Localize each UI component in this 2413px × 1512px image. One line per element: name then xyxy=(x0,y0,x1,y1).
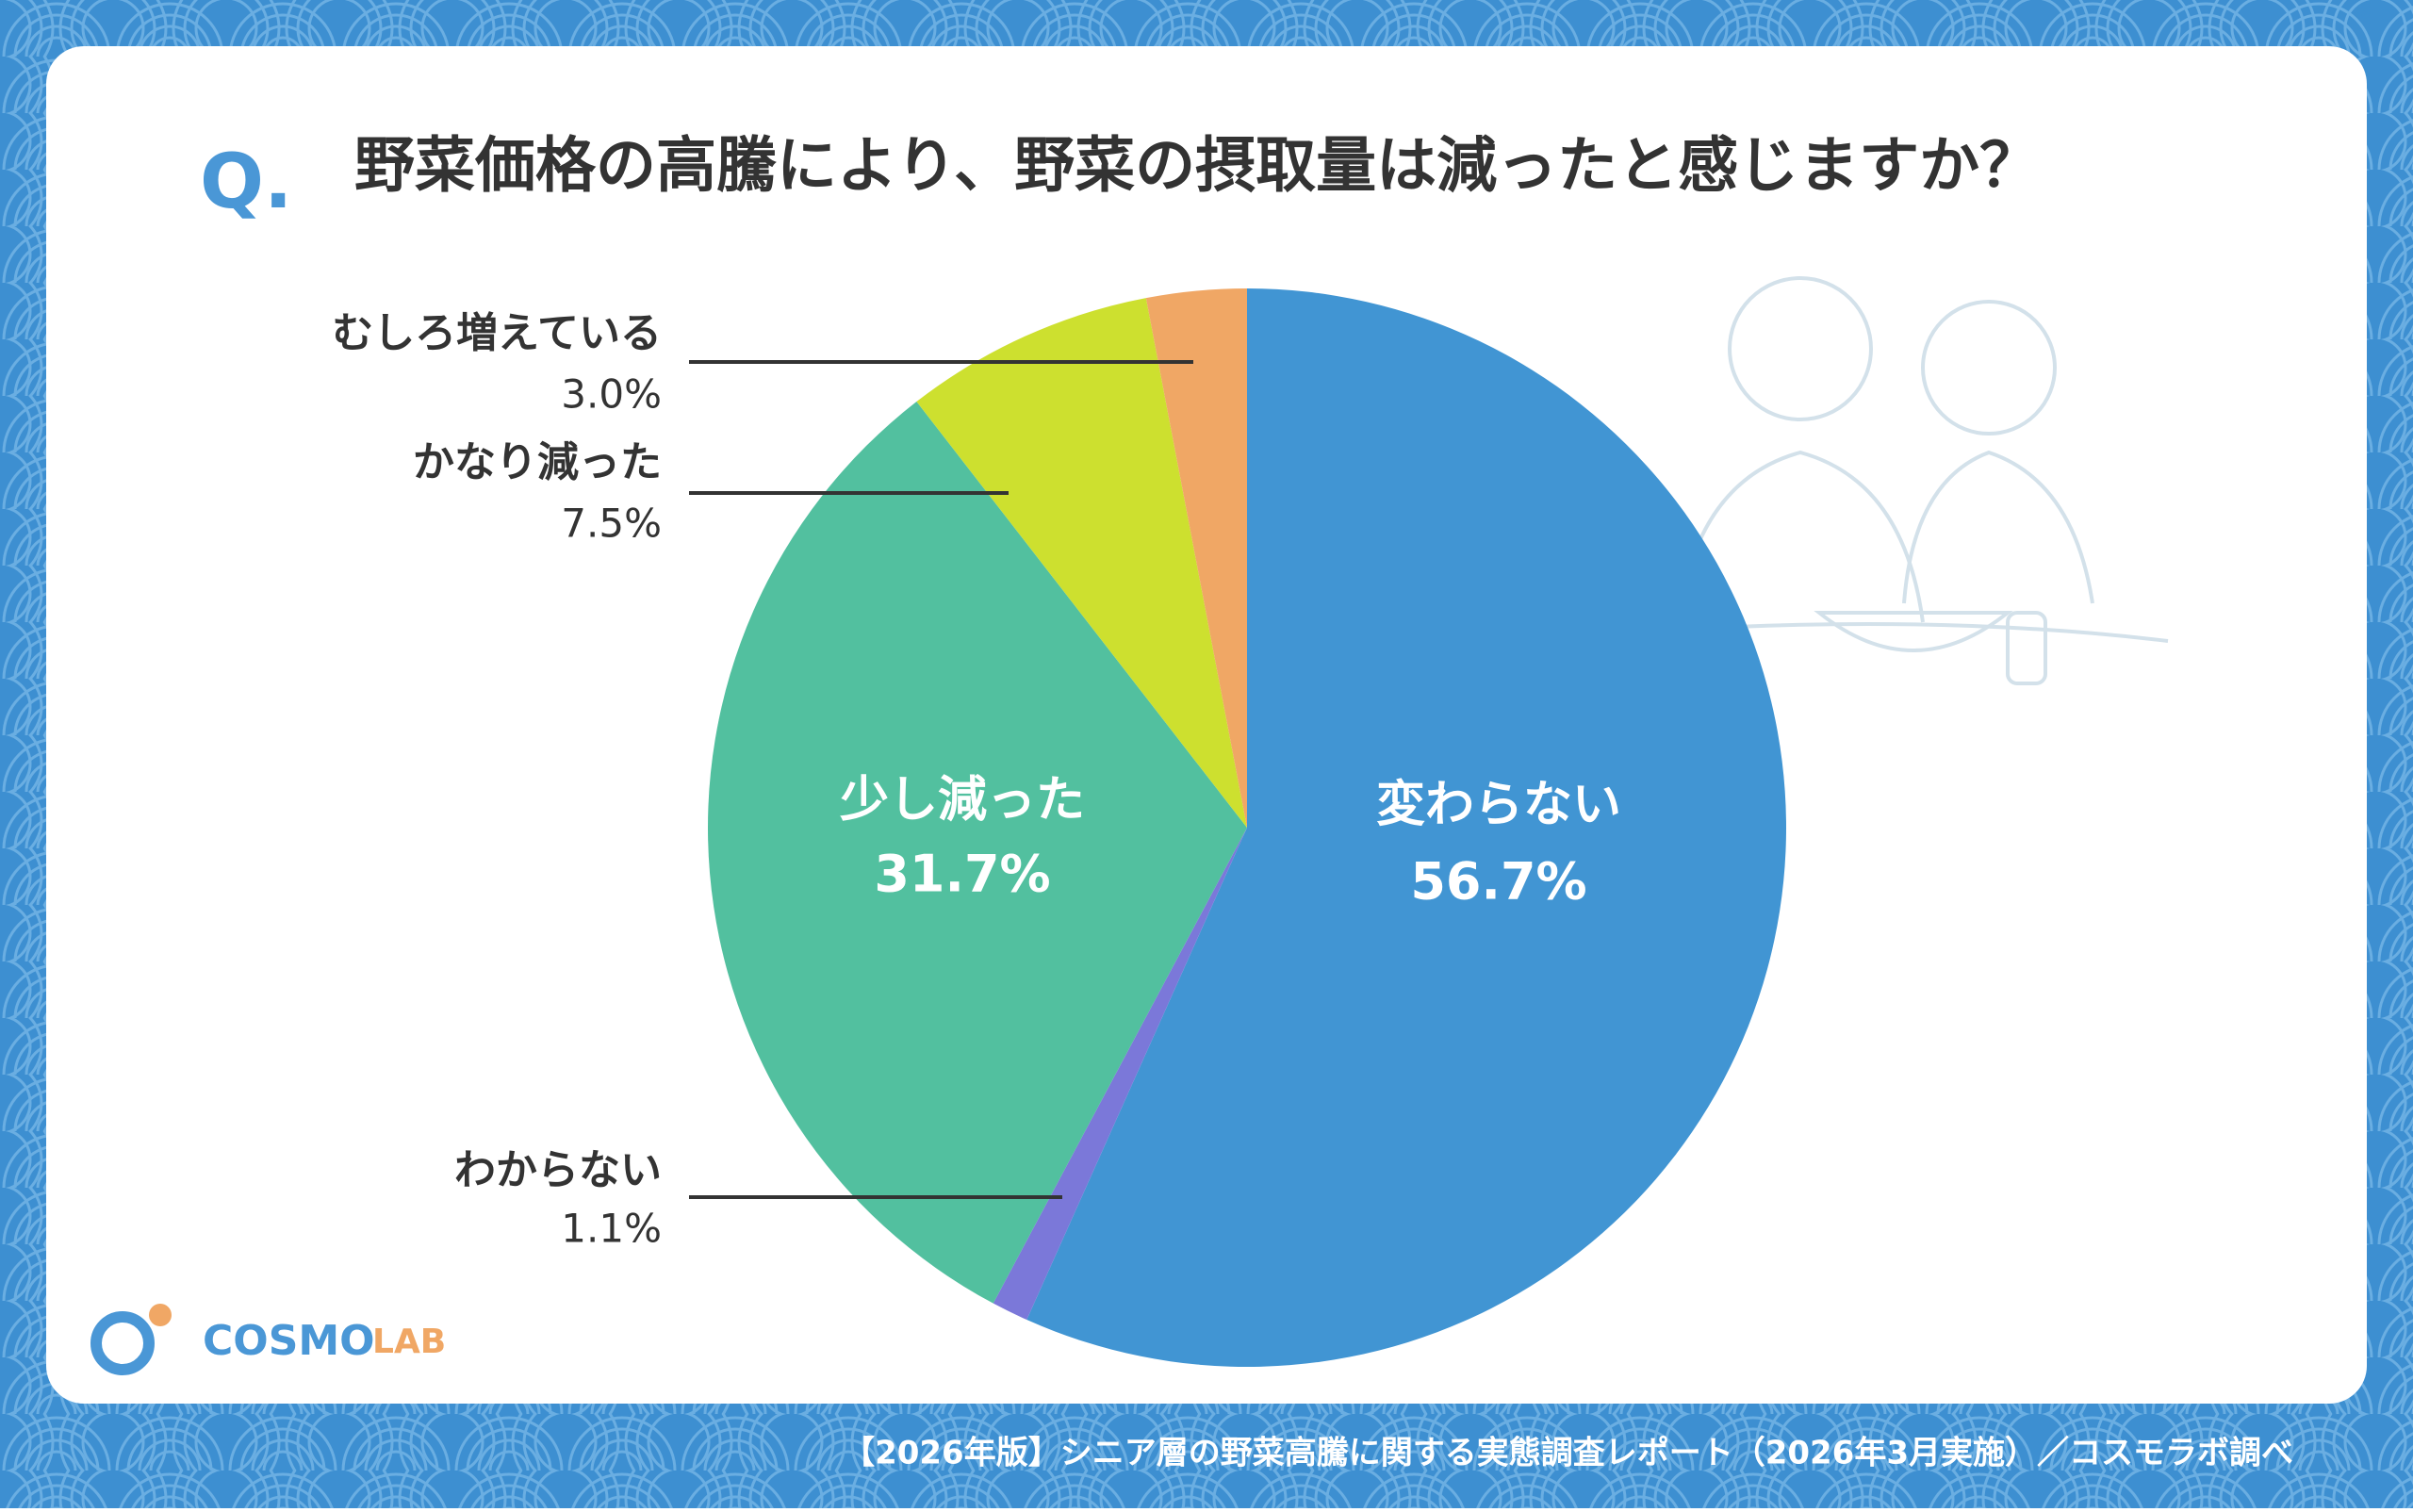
source: 【2026年版】シニア層の野菜高騰に関する実態調査レポート（2026年3月実施）… xyxy=(843,1435,2293,1472)
pie-slice xyxy=(1145,288,1247,828)
slice-label: 変わらない xyxy=(1376,777,1621,833)
chart-title: 野菜価格の高騰により、野菜の摂取量は減ったと感じますか？ xyxy=(354,132,2040,202)
pie-slice xyxy=(916,298,1247,828)
slice-label: わからない xyxy=(454,1146,662,1194)
pie-slice xyxy=(708,402,1247,1304)
logo-icon xyxy=(90,1311,155,1375)
logo-main: COSMO xyxy=(203,1317,375,1365)
slice-label: かなり減った xyxy=(413,438,662,486)
slice-label: むしろ増えている xyxy=(332,309,662,357)
value-label: 56.7% xyxy=(1410,852,1586,912)
value-label: 31.7% xyxy=(874,845,1050,904)
logo: COSMO LAB xyxy=(90,1304,446,1375)
question-mark: Q. xyxy=(200,138,292,225)
pie-slice xyxy=(1026,288,1786,1367)
value-label: 7.5% xyxy=(561,501,662,547)
value-label: 3.0% xyxy=(561,371,662,418)
value-label: 1.1% xyxy=(561,1206,662,1252)
logo-sub: LAB xyxy=(372,1323,446,1361)
logo-icon xyxy=(149,1304,172,1326)
slice-label: 少し減った xyxy=(840,772,1085,829)
